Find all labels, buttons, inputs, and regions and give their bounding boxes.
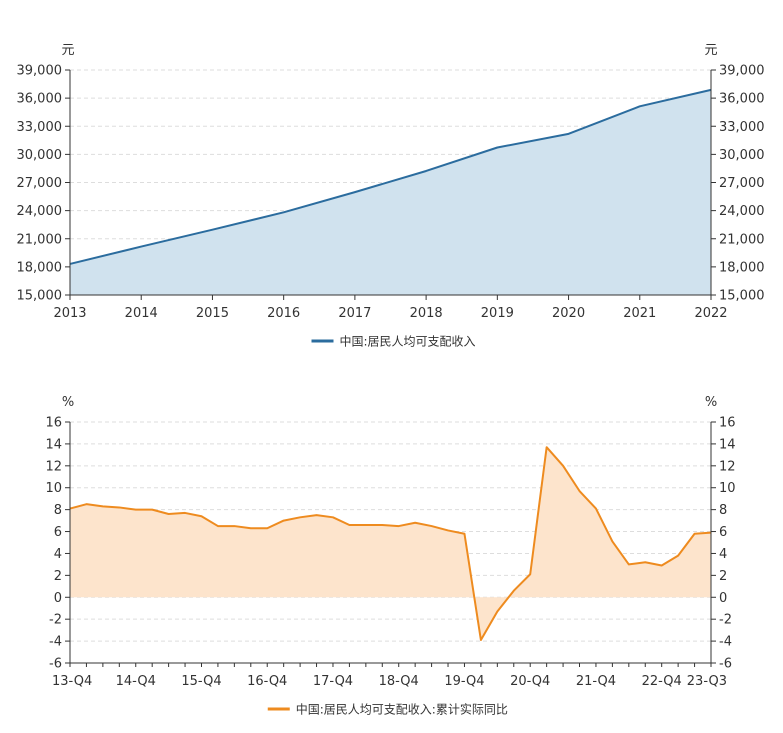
chart1-x-tick-label: 2018 — [410, 306, 443, 321]
chart2-series-line — [69, 446, 712, 641]
chart1-x-tick-label: 2013 — [53, 306, 86, 321]
chart2-y-tick-label-right: 12 — [719, 459, 736, 474]
chart2-y-tick-label-left: 12 — [45, 459, 62, 474]
chart1-x-tick-label: 2019 — [481, 306, 514, 321]
chart2-x-tick-label: 20-Q4 — [510, 674, 550, 689]
chart1-x-tick-label: 2017 — [338, 306, 371, 321]
chart2-y-tick-label-right: -4 — [719, 635, 732, 650]
chart1-y-tick-label-right: 27,000 — [719, 176, 765, 191]
chart2-y-tick-label-right: 6 — [719, 525, 727, 540]
chart2-y-tick-label-left: 4 — [54, 547, 62, 562]
chart2-y-tick-label-right: 16 — [719, 416, 736, 431]
chart2-x-tick-label: 19-Q4 — [444, 674, 484, 689]
chart1-x-tick-label: 2022 — [694, 306, 727, 321]
chart2-y-tick-label-left: 0 — [54, 591, 62, 606]
chart1-y-tick-label-right: 33,000 — [719, 120, 765, 135]
chart2-y-tick-label-right: 8 — [719, 503, 727, 518]
chart2-y-tick-label-left: 6 — [54, 525, 62, 540]
chart1-y-tick-label-left: 21,000 — [17, 232, 63, 247]
chart1-y-tick-label-right: 15,000 — [719, 289, 765, 304]
chart1-y-tick-label-left: 24,000 — [17, 204, 63, 219]
chart2-y-tick-label-right: -6 — [719, 657, 732, 672]
chart1-y-tick-label-left: 33,000 — [17, 120, 63, 135]
chart2-y-tick-label-left: 8 — [54, 503, 62, 518]
chart2-y-tick-label-left: -2 — [49, 613, 62, 628]
chart1-y-tick-label-right: 24,000 — [719, 204, 765, 219]
chart1-unit-left: 元 — [61, 43, 74, 58]
chart1-legend-label: 中国:居民人均可支配收入 — [340, 334, 476, 349]
chart1-y-tick-label-right: 30,000 — [719, 148, 765, 163]
chart2-x-tick-label: 18-Q4 — [379, 674, 419, 689]
chart2-y-tick-label-left: 16 — [45, 416, 62, 431]
chart2-legend-label: 中国:居民人均可支配收入:累计实际同比 — [296, 702, 508, 717]
chart2-unit-right: % — [705, 395, 717, 410]
chart1-y-tick-label-left: 18,000 — [17, 260, 63, 275]
chart2-series-area — [70, 447, 711, 640]
chart1-y-tick-label-right: 21,000 — [719, 232, 765, 247]
chart1-x-tick-label: 2020 — [552, 306, 585, 321]
chart2-y-tick-label-right: 10 — [719, 481, 736, 496]
chart2-x-tick-label: 17-Q4 — [313, 674, 353, 689]
chart2-x-tick-label: 23-Q3 — [687, 674, 727, 689]
chart1-y-tick-label-right: 18,000 — [719, 260, 765, 275]
chart1-unit-right: 元 — [704, 43, 717, 58]
chart1-series-line — [69, 88, 712, 265]
chart2-y-tick-label-left: 10 — [45, 481, 62, 496]
chart1-y-tick-label-left: 39,000 — [17, 64, 63, 79]
chart2-y-tick-label-right: 0 — [719, 591, 727, 606]
chart2-x-tick-label: 14-Q4 — [116, 674, 156, 689]
chart1-x-tick-label: 2015 — [196, 306, 229, 321]
chart2-y-tick-label-right: -2 — [719, 613, 732, 628]
chart1-y-tick-label-left: 15,000 — [17, 289, 63, 304]
chart1-series-area — [70, 89, 711, 295]
chart2-x-tick-label: 16-Q4 — [247, 674, 287, 689]
chart1-y-tick-label-right: 36,000 — [719, 92, 765, 107]
chart2-y-tick-label-left: -6 — [49, 657, 62, 672]
chart1-x-tick-label: 2014 — [125, 306, 158, 321]
chart1-y-tick-label-left: 27,000 — [17, 176, 63, 191]
chart2-y-tick-label-left: 2 — [54, 569, 62, 584]
chart1-y-tick-label-left: 36,000 — [17, 92, 63, 107]
chart1-y-tick-label-left: 30,000 — [17, 148, 63, 163]
chart2-y-tick-label-left: -4 — [49, 635, 62, 650]
chart2-x-tick-label: 21-Q4 — [576, 674, 616, 689]
chart2-x-tick-label: 22-Q4 — [642, 674, 682, 689]
chart2-y-tick-label-right: 2 — [719, 569, 727, 584]
chart2-y-tick-label-right: 4 — [719, 547, 727, 562]
chart1-x-tick-label: 2021 — [623, 306, 656, 321]
chart2-y-tick-label-right: 14 — [719, 437, 736, 452]
chart2-unit-left: % — [62, 395, 74, 410]
chart2-x-tick-label: 15-Q4 — [181, 674, 221, 689]
chart1-x-tick-label: 2016 — [267, 306, 300, 321]
chart2-y-tick-label-left: 14 — [45, 437, 62, 452]
chart1-y-tick-label-right: 39,000 — [719, 64, 765, 79]
chart2-x-tick-label: 13-Q4 — [52, 674, 92, 689]
